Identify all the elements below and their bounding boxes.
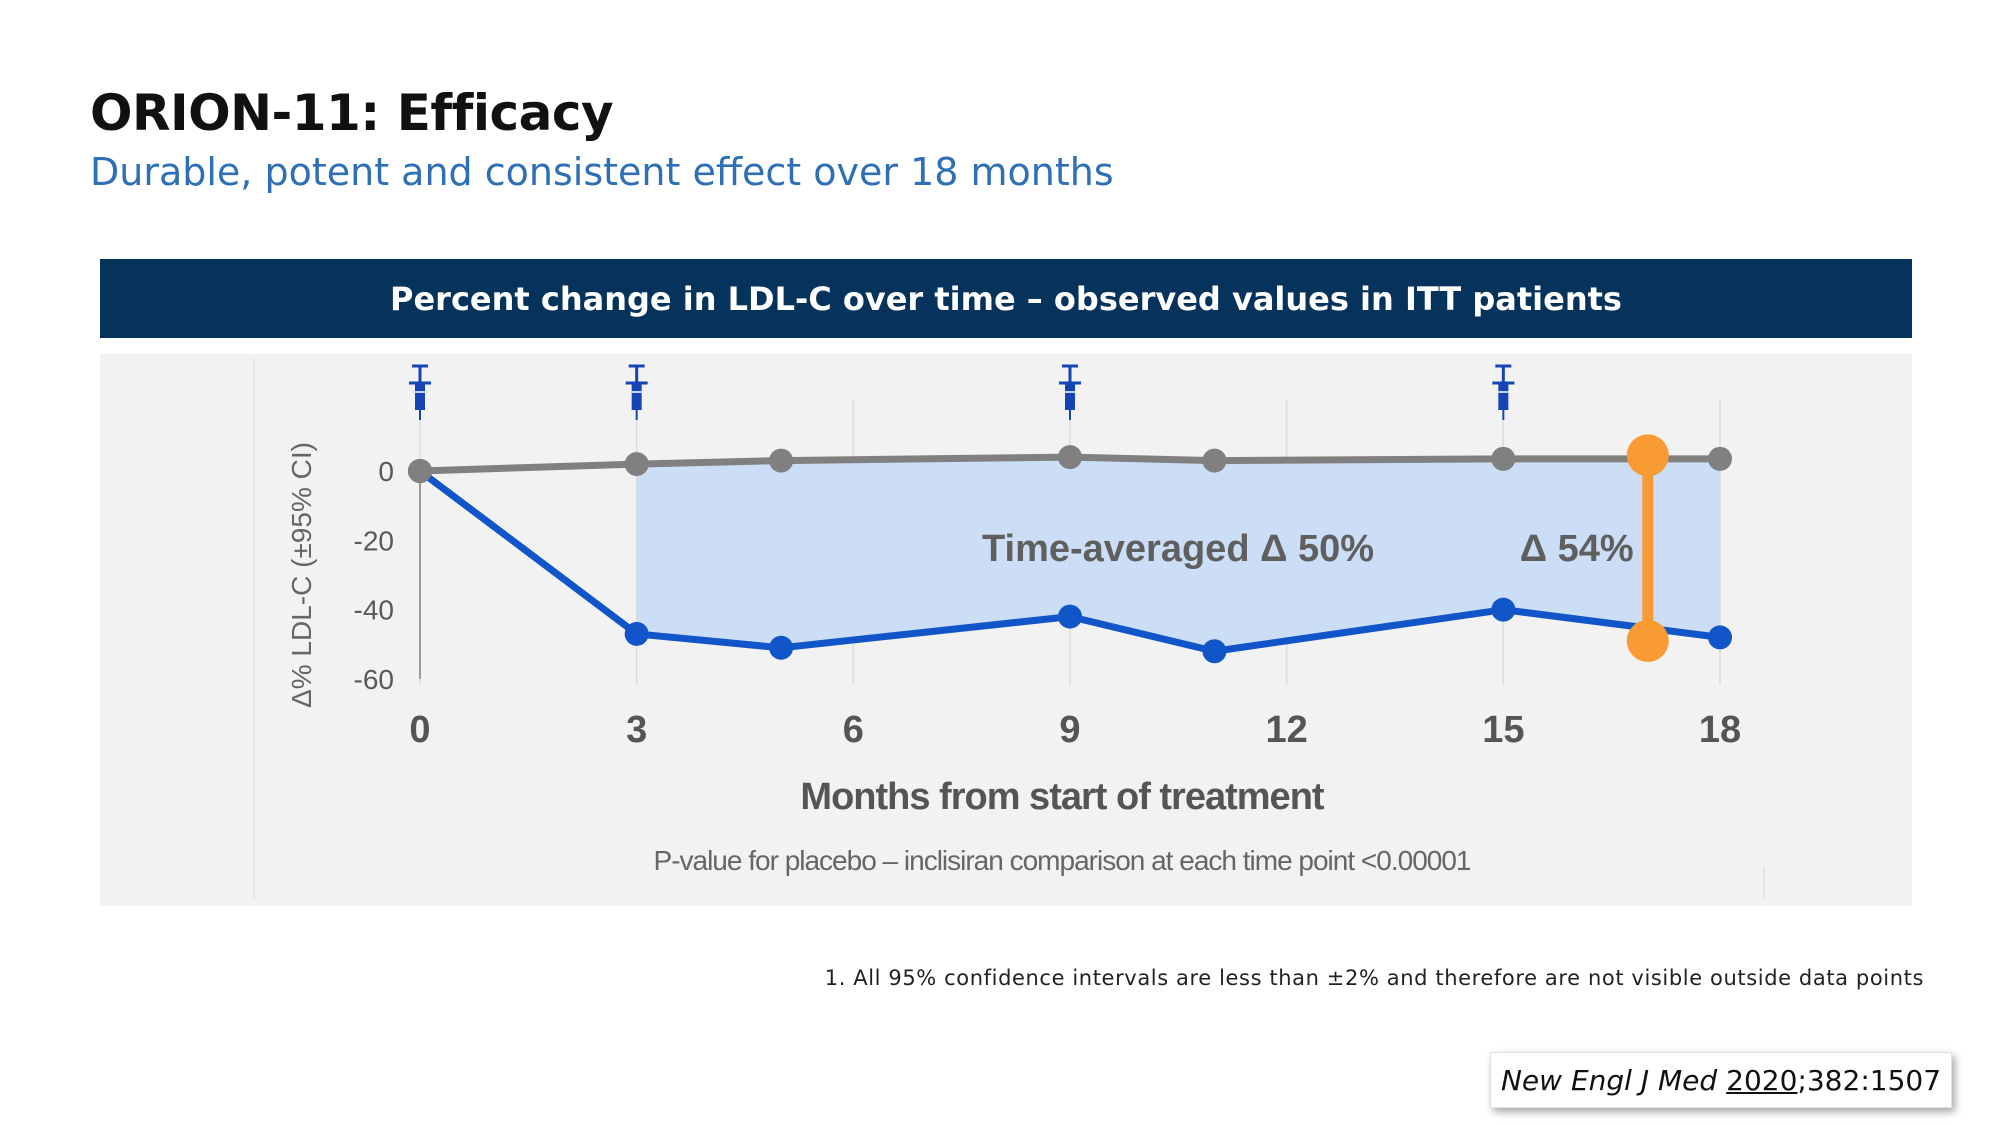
inclisiran-point	[1058, 604, 1082, 629]
y-tick-label: -60	[354, 664, 394, 695]
placebo-point	[1491, 446, 1516, 471]
x-tick-label: 6	[843, 709, 864, 751]
start-point	[408, 459, 432, 483]
ldl-change-chart: Δ 54% Time-averaged Δ 50% 0 -20 -40 -60 0 3 6 9 12…	[253, 359, 1765, 899]
x-tick-label: 0	[409, 709, 430, 751]
syringe-barrel	[1065, 383, 1075, 410]
syringe-icon	[1059, 364, 1081, 420]
y-axis-label: Δ% LDL-C (±95% CI)	[286, 442, 317, 708]
y-tick-label: 0	[378, 456, 394, 487]
x-tick-label: 15	[1482, 709, 1524, 751]
syringe-icon	[409, 364, 431, 420]
placebo-point	[769, 448, 794, 473]
highlight-bottom-point	[1626, 619, 1669, 662]
chart-title-banner: Percent change in LDL-C over time – obse…	[100, 259, 1912, 338]
p-value-note: P-value for placebo – inclisiran compari…	[654, 845, 1471, 876]
x-tick-label: 3	[626, 709, 647, 751]
inclisiran-point	[624, 621, 649, 646]
syringe-icon	[1492, 364, 1515, 420]
x-tick-label: 12	[1266, 709, 1308, 751]
highlight-label: Δ 54%	[1520, 528, 1634, 570]
footnote: 1. All 95% confidence intervals are less…	[824, 966, 1924, 990]
x-tick-label: 9	[1059, 709, 1080, 751]
chart-panel: Δ 54% Time-averaged Δ 50% 0 -20 -40 -60 0 3 6 9 12…	[100, 354, 1912, 906]
syringe-icon	[625, 364, 648, 420]
citation-journal: New Engl J Med	[1500, 1063, 1718, 1097]
inclisiran-point	[1202, 639, 1227, 664]
syringe-barrel	[1498, 383, 1509, 410]
highlight-top-point	[1626, 434, 1669, 477]
slide-subtitle: Durable, potent and consistent effect ov…	[90, 150, 1114, 194]
inclisiran-point	[769, 635, 794, 660]
slide-title: ORION-11: Efficacy	[90, 84, 614, 142]
citation-volume-page: ;382:1507	[1797, 1063, 1942, 1097]
inclisiran-point	[1491, 597, 1516, 622]
inclisiran-point	[1708, 625, 1732, 650]
placebo-point	[624, 452, 649, 477]
syringe-barrel	[415, 383, 425, 410]
citation-box: New Engl J Med 2020 ;382:1507	[1490, 1052, 1952, 1108]
citation-year: 2020	[1726, 1063, 1798, 1097]
y-tick-label: -20	[354, 525, 394, 556]
y-tick-label: -40	[354, 595, 394, 626]
time-averaged-label: Time-averaged Δ 50%	[982, 528, 1374, 570]
difference-shaded-area	[636, 457, 1720, 652]
placebo-point	[1202, 448, 1227, 473]
placebo-point	[1708, 446, 1732, 471]
x-axis-label: Months from start of treatment	[800, 776, 1324, 818]
placebo-point	[1058, 445, 1082, 470]
x-tick-label: 18	[1699, 709, 1741, 751]
syringe-barrel	[631, 383, 642, 410]
